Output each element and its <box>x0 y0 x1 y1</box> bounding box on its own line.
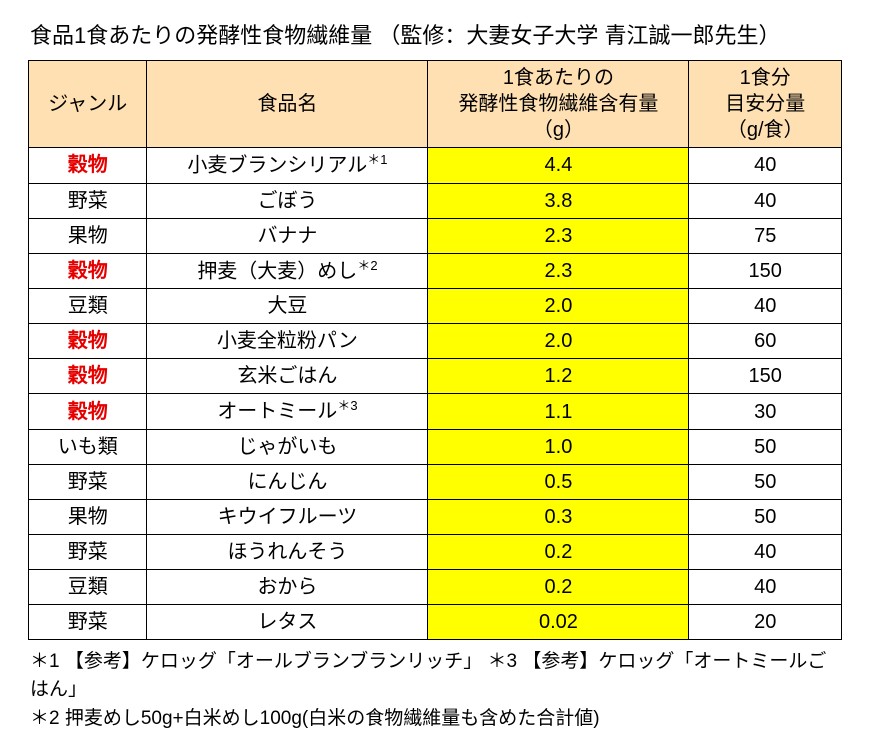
footnote-ref: ＊1 <box>367 152 387 167</box>
cell-fiber: 2.0 <box>428 289 689 324</box>
cell-food: 玄米ごはん <box>147 359 428 394</box>
cell-food: ごぼう <box>147 183 428 218</box>
cell-fiber: 0.5 <box>428 464 689 499</box>
cell-food: レタス <box>147 604 428 639</box>
table-row: 穀物オートミール＊31.130 <box>29 394 842 430</box>
cell-portion: 150 <box>689 253 842 289</box>
footnote-ref: ＊3 <box>337 398 357 413</box>
cell-genre: 野菜 <box>29 534 147 569</box>
cell-food: 小麦ブランシリアル＊1 <box>147 148 428 184</box>
cell-fiber: 1.0 <box>428 429 689 464</box>
cell-fiber: 0.02 <box>428 604 689 639</box>
cell-fiber: 1.2 <box>428 359 689 394</box>
cell-food: にんじん <box>147 464 428 499</box>
cell-portion: 50 <box>689 499 842 534</box>
cell-genre: 穀物 <box>29 148 147 184</box>
cell-genre: 野菜 <box>29 183 147 218</box>
cell-genre: 豆類 <box>29 289 147 324</box>
cell-fiber: 0.2 <box>428 569 689 604</box>
cell-genre: 穀物 <box>29 394 147 430</box>
cell-food: 押麦（大麦）めし＊2 <box>147 253 428 289</box>
cell-portion: 40 <box>689 148 842 184</box>
cell-food: 小麦全粒粉パン <box>147 324 428 359</box>
cell-genre: 穀物 <box>29 324 147 359</box>
table-row: 野菜ほうれんそう0.240 <box>29 534 842 569</box>
table-row: 野菜にんじん0.550 <box>29 464 842 499</box>
cell-food: じゃがいも <box>147 429 428 464</box>
footnote-ref: ＊2 <box>357 258 377 273</box>
cell-genre: 野菜 <box>29 464 147 499</box>
table-row: 穀物小麦ブランシリアル＊14.440 <box>29 148 842 184</box>
header-genre: ジャンル <box>29 61 147 148</box>
table-row: 穀物押麦（大麦）めし＊22.3150 <box>29 253 842 289</box>
table-row: 野菜レタス0.0220 <box>29 604 842 639</box>
cell-portion: 50 <box>689 429 842 464</box>
footnotes: ＊1 【参考】ケロッグ「オールブランブランリッチ」 ＊3 【参考】ケロッグ「オー… <box>28 648 842 733</box>
cell-genre: 穀物 <box>29 253 147 289</box>
cell-genre: 野菜 <box>29 604 147 639</box>
cell-fiber: 2.0 <box>428 324 689 359</box>
table-row: 果物キウイフルーツ0.350 <box>29 499 842 534</box>
header-row: ジャンル 食品名 1食あたりの発酵性食物繊維含有量（g） 1食分目安分量（g/食… <box>29 61 842 148</box>
cell-portion: 20 <box>689 604 842 639</box>
cell-fiber: 2.3 <box>428 253 689 289</box>
header-fiber: 1食あたりの発酵性食物繊維含有量（g） <box>428 61 689 148</box>
cell-food: ほうれんそう <box>147 534 428 569</box>
cell-portion: 30 <box>689 394 842 430</box>
fiber-table: ジャンル 食品名 1食あたりの発酵性食物繊維含有量（g） 1食分目安分量（g/食… <box>28 60 842 640</box>
table-row: 野菜ごぼう3.840 <box>29 183 842 218</box>
page-title: 食品1食あたりの発酵性食物繊維量 （監修：大妻女子大学 青江誠一郎先生） <box>28 18 842 50</box>
cell-portion: 40 <box>689 534 842 569</box>
cell-portion: 40 <box>689 183 842 218</box>
cell-food: オートミール＊3 <box>147 394 428 430</box>
cell-fiber: 3.8 <box>428 183 689 218</box>
cell-fiber: 2.3 <box>428 218 689 253</box>
cell-portion: 40 <box>689 289 842 324</box>
table-row: 穀物小麦全粒粉パン2.060 <box>29 324 842 359</box>
cell-fiber: 1.1 <box>428 394 689 430</box>
table-row: いも類じゃがいも1.050 <box>29 429 842 464</box>
cell-portion: 150 <box>689 359 842 394</box>
table-row: 果物バナナ2.375 <box>29 218 842 253</box>
cell-fiber: 0.2 <box>428 534 689 569</box>
cell-fiber: 4.4 <box>428 148 689 184</box>
cell-portion: 75 <box>689 218 842 253</box>
cell-portion: 60 <box>689 324 842 359</box>
header-food: 食品名 <box>147 61 428 148</box>
footnote-1-3: ＊1 【参考】ケロッグ「オールブランブランリッチ」 ＊3 【参考】ケロッグ「オー… <box>30 648 842 705</box>
cell-genre: 果物 <box>29 499 147 534</box>
cell-genre: 穀物 <box>29 359 147 394</box>
cell-fiber: 0.3 <box>428 499 689 534</box>
table-row: 豆類大豆2.040 <box>29 289 842 324</box>
cell-portion: 40 <box>689 569 842 604</box>
footnote-2: ＊2 押麦めし50g+白米めし100g(白米の食物繊維量も含めた合計値) <box>30 705 842 733</box>
cell-food: バナナ <box>147 218 428 253</box>
cell-food: おから <box>147 569 428 604</box>
header-portion: 1食分目安分量（g/食） <box>689 61 842 148</box>
cell-food: 大豆 <box>147 289 428 324</box>
cell-genre: 果物 <box>29 218 147 253</box>
cell-genre: 豆類 <box>29 569 147 604</box>
cell-food: キウイフルーツ <box>147 499 428 534</box>
table-row: 豆類おから0.240 <box>29 569 842 604</box>
cell-portion: 50 <box>689 464 842 499</box>
cell-genre: いも類 <box>29 429 147 464</box>
table-row: 穀物玄米ごはん1.2150 <box>29 359 842 394</box>
